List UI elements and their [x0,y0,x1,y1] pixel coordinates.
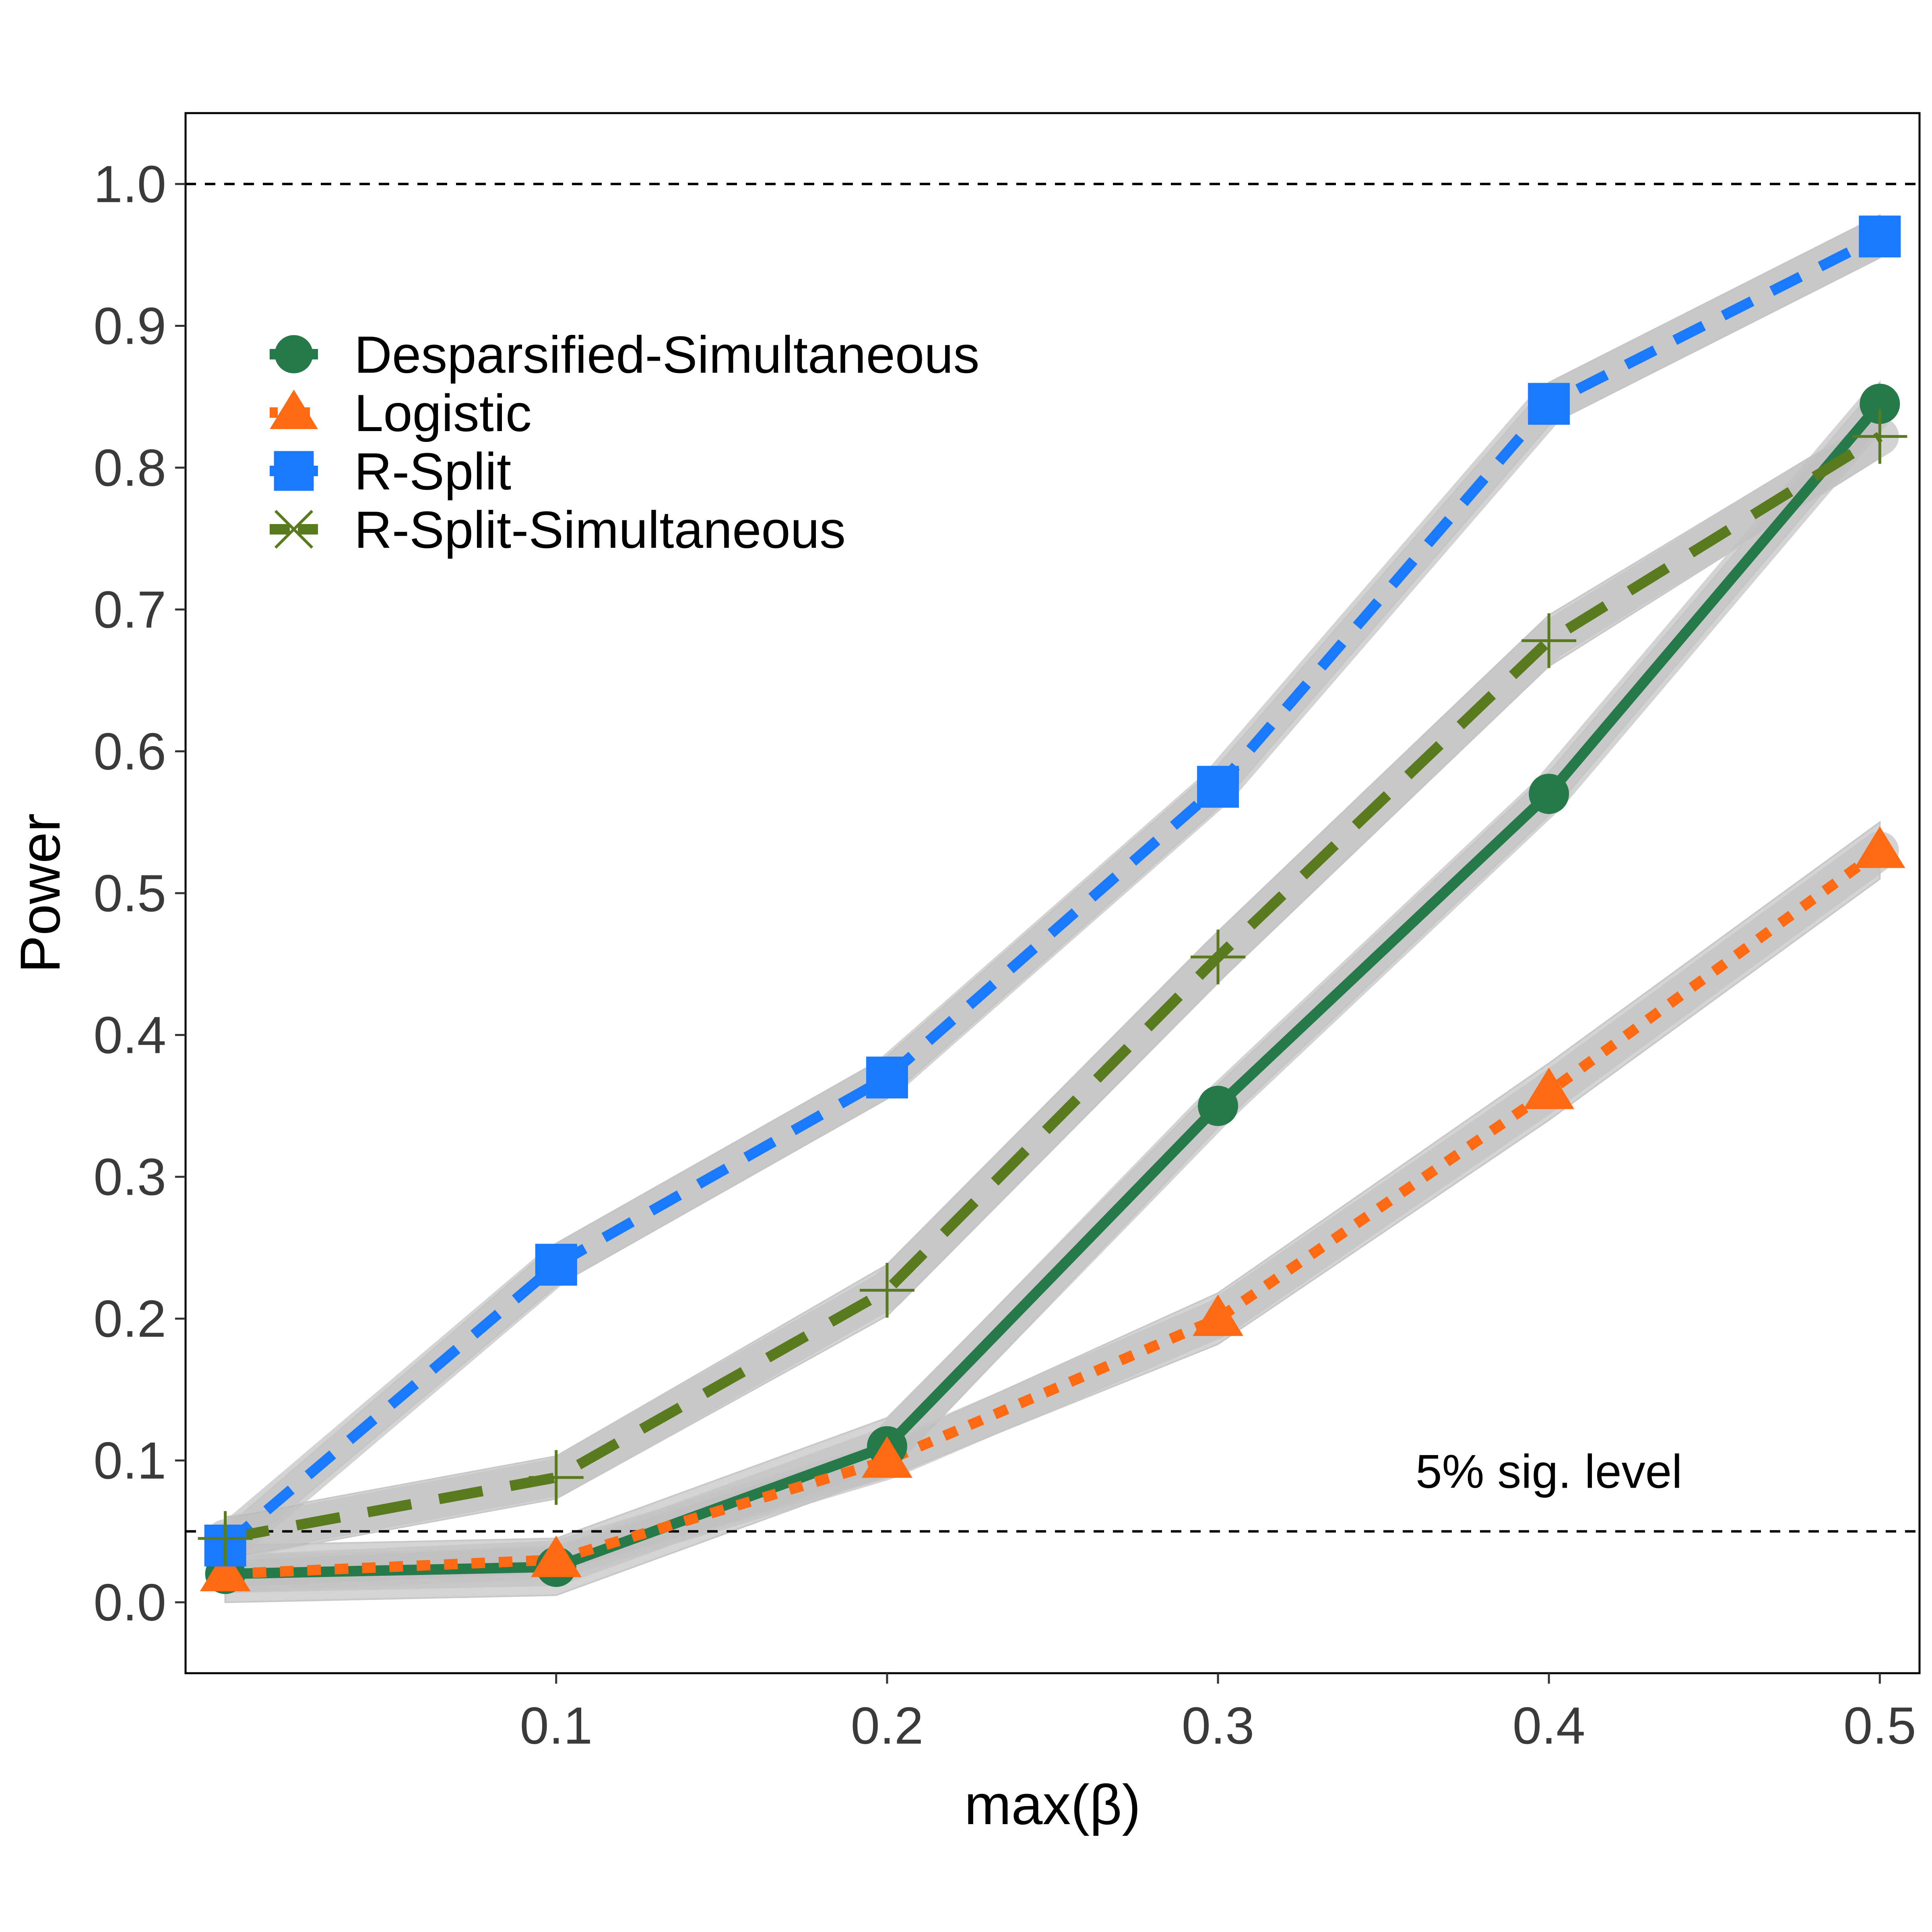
legend-key-marker [270,390,318,429]
point-r-split-simultaneous-3 [1191,929,1246,985]
y-tick-label: 0.0 [93,1573,166,1632]
y-tick-label: 0.3 [93,1148,166,1206]
legend: Desparsified-SimultaneousLogisticR-Split… [270,325,980,559]
y-tick-label: 1.0 [93,155,166,213]
legend-item-r-split-simultaneous: R-Split-Simultaneous [270,500,846,559]
point-r-split-simultaneous-2 [859,1263,914,1318]
line-r-split [222,231,1882,1550]
point-logistic-1 [530,1536,582,1577]
y-axis-ticks: 0.0 0.1 0.2 0.3 0.4 0.5 0.6 0.7 0.8 0.9 1.0 [93,155,186,1632]
legend-key-marker [275,335,313,374]
series-lines [222,231,1884,1579]
point-r-split-simultaneous-0 [198,1511,253,1566]
y-tick-label: 0.4 [93,1005,166,1064]
point-r-split-1 [535,1244,577,1286]
point-r-split-5 [1859,215,1901,258]
legend-key-marker [274,510,314,549]
point-logistic-3 [1193,1294,1244,1336]
point-logistic-2 [861,1436,912,1478]
point-logistic-5 [1854,826,1905,868]
x-tick-label: 0.3 [1182,1696,1255,1755]
legend-key-marker [274,451,314,491]
point-r-split-simultaneous-1 [528,1450,584,1505]
point-r-split-3 [1197,766,1239,808]
y-tick-label: 0.2 [93,1289,166,1348]
sig-level-annotation: 5% sig. level [1416,1445,1682,1499]
point-r-split-simultaneous-5 [1852,409,1907,464]
legend-item-desparsified-simultaneous: Desparsified-Simultaneous [270,325,980,384]
x-tick-label: 0.1 [520,1696,592,1755]
point-desparsified-simultaneous-4 [1529,774,1569,814]
legend-label: Desparsified-Simultaneous [354,325,980,384]
legend-label: Logistic [354,384,532,442]
legend-item-r-split: R-Split [270,442,511,501]
y-tick-label: 0.7 [93,580,166,639]
x-tick-label: 0.2 [851,1696,924,1755]
y-axis-title: Power [8,813,72,973]
x-tick-label: 0.5 [1843,1696,1916,1755]
point-r-split-4 [1528,383,1570,425]
series-markers [198,215,1907,1594]
point-r-split-simultaneous-4 [1521,613,1577,668]
point-logistic-4 [1523,1067,1575,1109]
point-r-split-2 [866,1057,908,1099]
line-logistic [225,846,1883,1579]
x-axis-ticks: 0.1 0.2 0.3 0.4 0.5 [520,1673,1916,1755]
legend-item-logistic: Logistic [270,384,532,442]
y-tick-label: 0.5 [93,864,166,923]
x-axis-title: max(β) [964,1773,1141,1836]
line-desparsified-simultaneous [225,400,1884,1579]
point-logistic-0 [200,1550,251,1591]
x-tick-label: 0.4 [1513,1696,1585,1755]
legend-label: R-Split [354,442,511,501]
point-desparsified-simultaneous-5 [1860,384,1900,424]
y-tick-label: 0.1 [93,1431,166,1490]
y-tick-label: 0.6 [93,722,166,781]
point-desparsified-simultaneous-3 [1198,1086,1238,1126]
legend-label: R-Split-Simultaneous [354,500,846,559]
line-r-split-simultaneous [224,432,1883,1544]
y-tick-label: 0.8 [93,438,166,497]
y-tick-label: 0.9 [93,297,166,355]
